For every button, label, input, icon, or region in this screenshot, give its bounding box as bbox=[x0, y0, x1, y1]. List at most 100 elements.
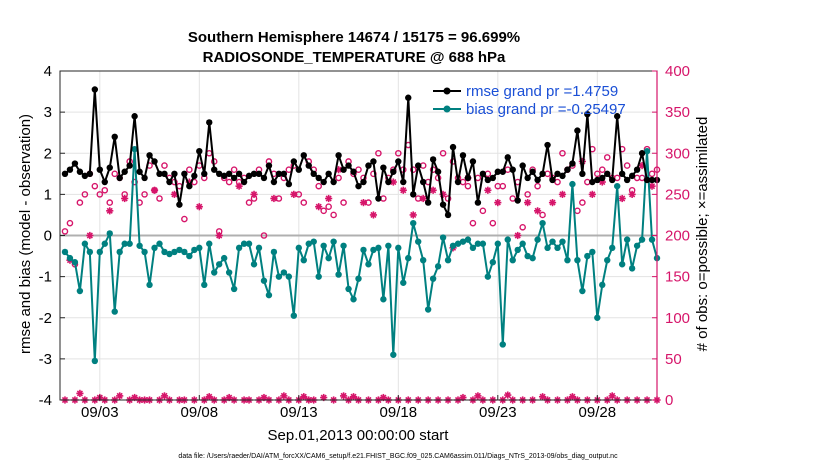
rmse-point bbox=[216, 170, 223, 178]
rmse-point bbox=[584, 110, 591, 118]
y-left-tick-label: 1 bbox=[44, 186, 52, 203]
bias-point bbox=[106, 230, 113, 237]
rmse-point bbox=[628, 172, 636, 180]
legend-bias-label: bias grand pr =-0.25497 bbox=[466, 101, 626, 118]
bias-point bbox=[220, 254, 228, 262]
x-axis-ticks: 09/03 09/08 09/13 09/18 09/23 09/28 bbox=[81, 395, 616, 421]
bias-point bbox=[91, 357, 99, 365]
obs-possible-point bbox=[559, 149, 566, 157]
obs-possible-point bbox=[181, 215, 188, 223]
rmse-point bbox=[131, 113, 138, 120]
bias-point bbox=[494, 240, 501, 247]
obs-assimilated-stroke bbox=[504, 391, 511, 399]
obs-possible-point bbox=[106, 199, 114, 206]
rmse-point bbox=[574, 127, 581, 134]
obs-assimilated-stroke bbox=[171, 191, 178, 198]
rmse-point bbox=[415, 162, 422, 169]
obs-possible-point bbox=[375, 149, 382, 157]
rmse-point bbox=[410, 191, 417, 198]
obs-possible-point bbox=[603, 154, 611, 161]
x-axis-label: Sep.01,2013 00:00:00 start bbox=[268, 427, 450, 444]
bias-point bbox=[648, 236, 656, 243]
rmse-point bbox=[544, 141, 551, 149]
rmse-point bbox=[638, 150, 646, 157]
bias-point bbox=[643, 147, 651, 155]
bias-point bbox=[549, 238, 556, 245]
bias-point bbox=[290, 312, 298, 319]
rmse-point bbox=[295, 166, 302, 173]
rmse-point bbox=[81, 172, 89, 180]
rmse-point bbox=[270, 178, 278, 186]
obs-assimilated-point bbox=[86, 231, 94, 240]
y-right-tick-label: 300 bbox=[665, 145, 690, 162]
obs-possible-point bbox=[579, 199, 586, 206]
obs-assimilated-stroke bbox=[400, 187, 407, 194]
bias-point bbox=[554, 244, 561, 252]
rmse-point bbox=[633, 166, 641, 173]
bias-point bbox=[618, 261, 626, 268]
rmse-point bbox=[325, 170, 332, 178]
obs-assimilated-point bbox=[608, 392, 616, 400]
rmse-point bbox=[136, 168, 143, 175]
obs-assimilated-point bbox=[514, 231, 522, 240]
bias-point bbox=[151, 244, 158, 252]
rmse-point bbox=[514, 197, 521, 204]
rmse-point bbox=[559, 172, 566, 180]
rmse-point bbox=[419, 178, 427, 186]
rmse-point bbox=[116, 174, 123, 182]
obs-assimilated-point bbox=[588, 190, 596, 198]
obs-assimilated-point bbox=[538, 393, 547, 401]
rmse-point bbox=[589, 178, 596, 186]
rmse-point bbox=[390, 168, 397, 175]
y-left-tick-label: 2 bbox=[44, 145, 52, 162]
bias-point bbox=[489, 259, 497, 266]
rmse-point bbox=[599, 174, 606, 182]
obs-possible-point bbox=[325, 203, 332, 211]
y-right-tick-label: 250 bbox=[665, 186, 690, 203]
bias-point bbox=[434, 263, 442, 270]
y-left-tick-label: -2 bbox=[39, 310, 52, 327]
obs-assimilated-point bbox=[170, 190, 179, 198]
rmse-point bbox=[400, 178, 407, 186]
obs-possible-point bbox=[414, 195, 422, 202]
rmse-point bbox=[220, 172, 228, 180]
y-left-tick-label: 4 bbox=[44, 63, 52, 80]
rmse-point bbox=[300, 152, 307, 159]
rmse-point bbox=[121, 168, 128, 175]
bias-point bbox=[245, 240, 253, 247]
bias-point bbox=[633, 242, 641, 249]
obs-possible-point bbox=[186, 166, 193, 173]
bias-point bbox=[186, 252, 193, 260]
rmse-point bbox=[370, 158, 377, 165]
y-right-tick-label: 0 bbox=[665, 392, 673, 409]
rmse-point bbox=[385, 178, 392, 186]
bias-point bbox=[211, 269, 218, 276]
bias-point bbox=[176, 246, 183, 254]
obs-possible-point bbox=[648, 170, 656, 178]
obs-assimilated-stroke bbox=[340, 392, 347, 399]
y-axis-left-ticks: -4 -3 -2 -1 0 1 2 3 4 bbox=[39, 63, 65, 409]
obs-assimilated-point bbox=[558, 190, 567, 198]
y-left-tick-label: 3 bbox=[44, 104, 52, 121]
obs-possible-point bbox=[489, 219, 497, 227]
obs-possible-point bbox=[439, 149, 447, 157]
bias-point bbox=[444, 256, 452, 264]
bias-point bbox=[270, 248, 278, 256]
bias-point bbox=[230, 285, 238, 293]
obs-possible-point bbox=[245, 199, 253, 206]
bias-point bbox=[310, 238, 317, 245]
chart-title: Southern Hemisphere 14674 / 15175 = 96.6… bbox=[188, 29, 520, 46]
obs-assimilated-stroke bbox=[539, 393, 546, 400]
rmse-point bbox=[156, 170, 163, 178]
bias-point bbox=[335, 271, 342, 278]
obs-assimilated-stroke bbox=[335, 166, 342, 173]
bias-point bbox=[111, 308, 118, 315]
bias-point bbox=[255, 244, 263, 252]
rmse-point bbox=[305, 162, 312, 169]
obs-assimilated-stroke bbox=[320, 394, 327, 401]
obs-possible-point bbox=[340, 199, 347, 206]
bias-point bbox=[355, 275, 362, 282]
obs-assimilated-stroke bbox=[370, 211, 377, 219]
rmse-point bbox=[365, 162, 372, 169]
obs-assimilated-stroke bbox=[196, 203, 203, 210]
